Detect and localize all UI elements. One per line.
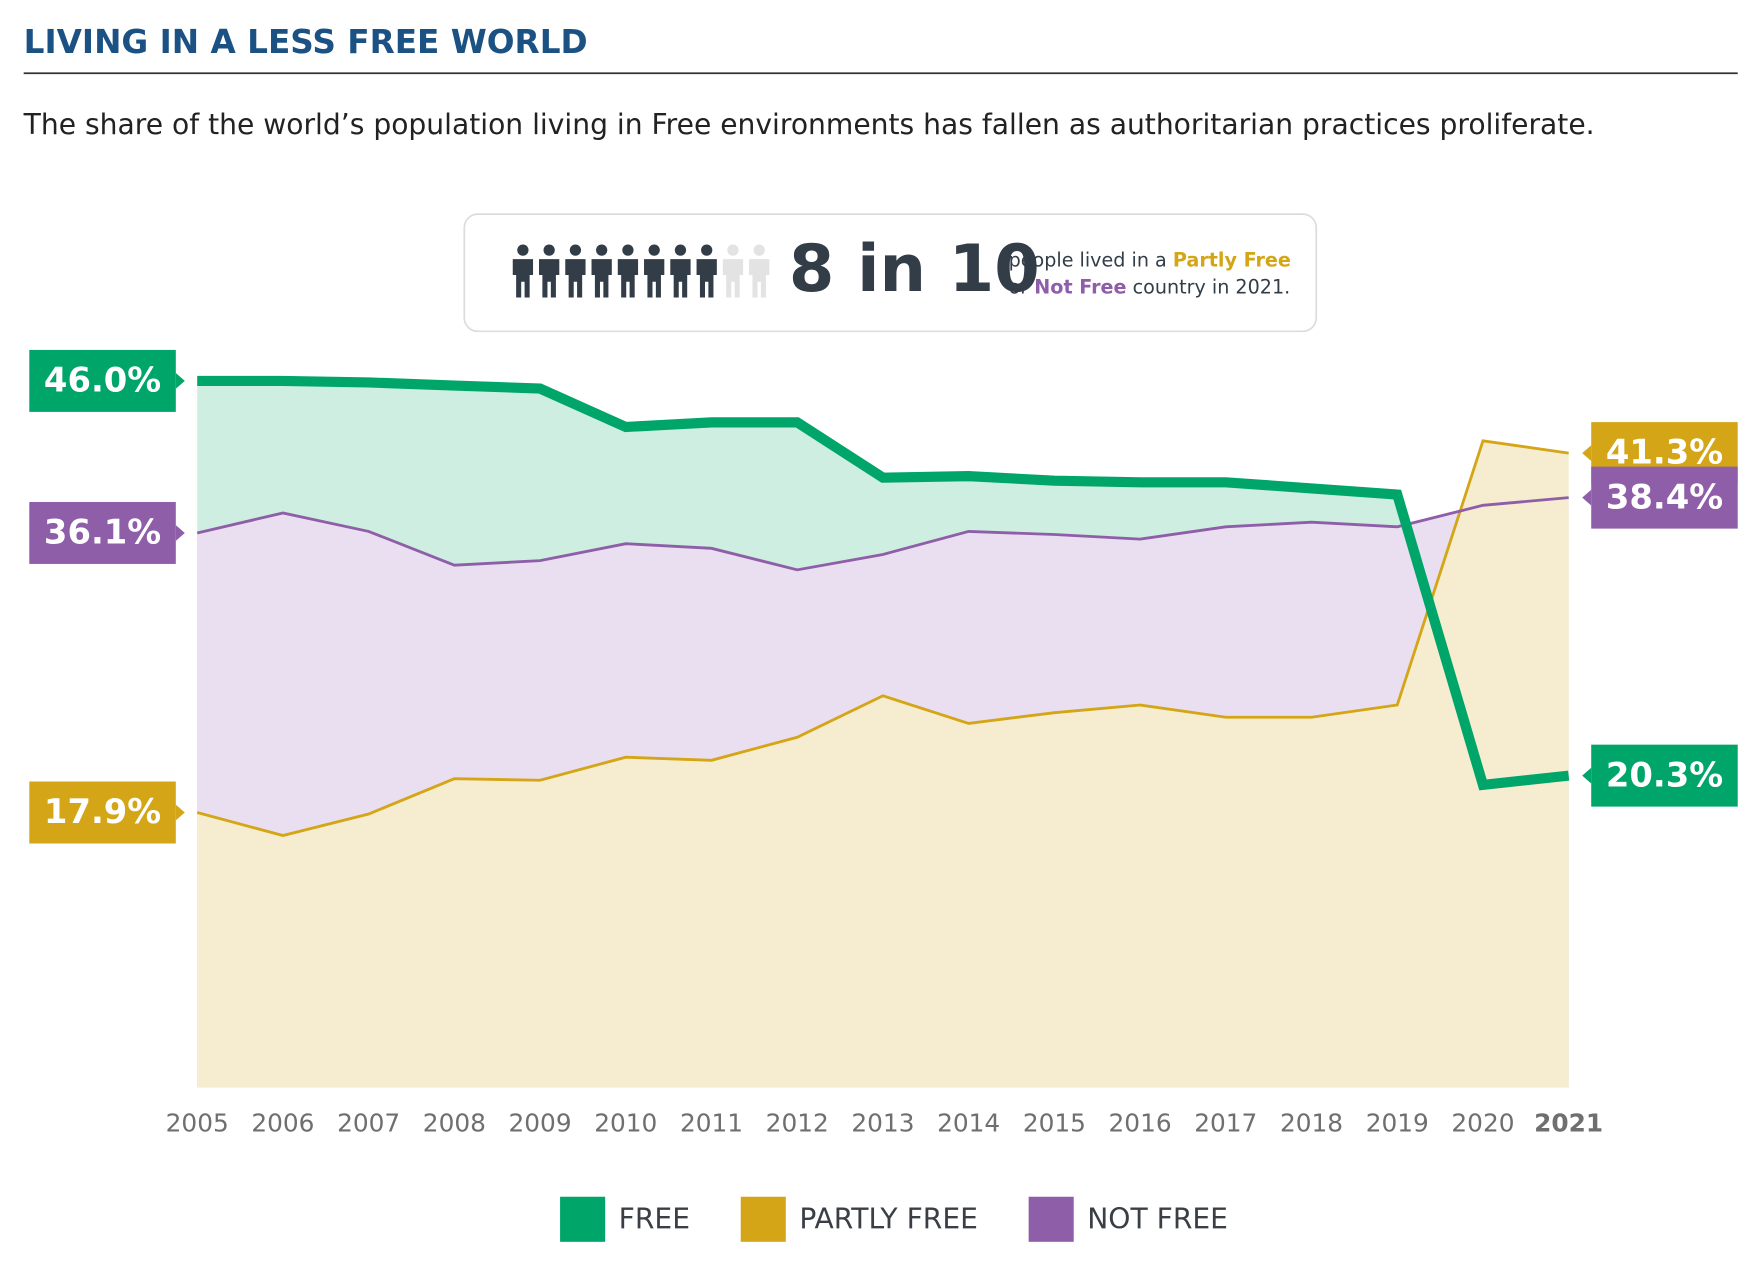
value-label: 46.0% xyxy=(44,361,161,400)
value-label: 41.3% xyxy=(1606,433,1723,472)
value-label-box xyxy=(1591,744,1738,807)
legend-swatch xyxy=(1028,1196,1074,1242)
icon-head xyxy=(701,244,713,256)
icon-head xyxy=(753,244,765,256)
value-label: 36.1% xyxy=(44,513,161,552)
icon-body xyxy=(749,259,770,298)
callout-text: or Not Free country in 2021. xyxy=(1009,275,1291,298)
callout-segment: Not Free xyxy=(1034,275,1126,298)
value-label-pointer xyxy=(175,373,185,389)
icon-body xyxy=(722,259,744,298)
callout-segment: country in 2021. xyxy=(1133,275,1291,298)
x-tick-label: 2009 xyxy=(509,1109,572,1138)
legend-label: NOT FREE xyxy=(1087,1202,1228,1235)
x-tick-label: 2011 xyxy=(680,1109,743,1138)
value-label: 20.3% xyxy=(1606,755,1723,794)
value-label-pointer xyxy=(175,525,185,541)
callout-segment: people lived in a xyxy=(1009,248,1167,271)
x-tick-label: 2017 xyxy=(1194,1109,1257,1138)
person-icon xyxy=(696,244,717,298)
icon-body xyxy=(539,259,560,298)
x-tick-label: 2018 xyxy=(1280,1109,1343,1138)
person-icon xyxy=(512,244,534,298)
x-tick-label: 2005 xyxy=(166,1109,229,1138)
legend-swatch xyxy=(560,1196,606,1242)
x-tick-label: 2008 xyxy=(423,1109,486,1138)
icon-body xyxy=(696,259,717,298)
icon-body xyxy=(512,259,534,298)
x-tick-label: 2016 xyxy=(1109,1109,1172,1138)
icon-body xyxy=(617,259,639,298)
callout-segment: Partly Free xyxy=(1173,248,1291,271)
x-tick-label: 2012 xyxy=(766,1109,829,1138)
value-label-pointer xyxy=(1582,445,1592,461)
icon-head xyxy=(596,244,608,256)
icon-head xyxy=(648,244,660,256)
value-label-pointer xyxy=(1582,767,1592,784)
value-label: 38.4% xyxy=(1606,477,1723,516)
person-icon xyxy=(591,244,612,298)
x-tick-label: 2014 xyxy=(937,1109,1000,1138)
value-label-box xyxy=(29,349,176,412)
line xyxy=(196,496,1569,572)
person-icon xyxy=(749,244,770,298)
chart-subtitle: The share of the world’s population livi… xyxy=(23,108,1595,141)
person-icon xyxy=(644,244,665,298)
person-icon xyxy=(617,244,639,298)
icon-body xyxy=(565,259,586,298)
icon-head xyxy=(569,244,582,256)
x-tick-label: 2013 xyxy=(851,1109,914,1138)
value-label-box xyxy=(29,781,176,844)
callout-box xyxy=(463,213,1318,333)
x-tick-label: 2006 xyxy=(251,1109,314,1138)
value-label-pointer xyxy=(175,804,185,821)
legend-swatch xyxy=(740,1196,786,1242)
callout: 8 in 10 people lived in a Partly Free or… xyxy=(463,213,1318,333)
line xyxy=(197,375,1570,791)
icon-head xyxy=(622,244,634,256)
x-tick-label: 2015 xyxy=(1023,1109,1086,1138)
value-label: 17.9% xyxy=(44,792,161,831)
icon-body xyxy=(670,259,691,298)
person-icon xyxy=(670,244,691,298)
legend-label: PARTLY FREE xyxy=(799,1202,978,1235)
callout-stat: 8 in 10 xyxy=(789,231,1040,307)
x-tick-label: 2020 xyxy=(1451,1109,1514,1138)
x-tick-label: 2007 xyxy=(337,1109,400,1138)
person-icon xyxy=(565,244,586,298)
area xyxy=(197,440,1569,1088)
callout-text: people lived in a Partly Free xyxy=(1009,248,1291,271)
legend-label: FREE xyxy=(619,1202,690,1235)
value-label-pointer xyxy=(1582,489,1592,506)
icon-body xyxy=(644,259,665,298)
line xyxy=(196,439,1569,837)
icon-head xyxy=(543,244,555,256)
icon-head xyxy=(674,244,687,256)
icon-head xyxy=(727,244,739,256)
chart-title: LIVING IN A LESS FREE WORLD xyxy=(24,23,588,61)
person-icon xyxy=(722,244,744,298)
person-icon xyxy=(539,244,560,298)
plot-area: 2005 2006 2007 2008 2009 2010 2011 2012 2013 2014… xyxy=(29,349,1738,1138)
icon-body xyxy=(591,259,612,298)
value-label-box xyxy=(29,501,176,564)
x-tick-label: 2019 xyxy=(1366,1109,1429,1138)
x-tick-label: 2010 xyxy=(594,1109,657,1138)
icon-head xyxy=(517,244,529,256)
value-label-box xyxy=(1591,466,1738,529)
callout-segment: or xyxy=(1009,275,1029,298)
x-tick-label: 2021 xyxy=(1534,1109,1603,1138)
